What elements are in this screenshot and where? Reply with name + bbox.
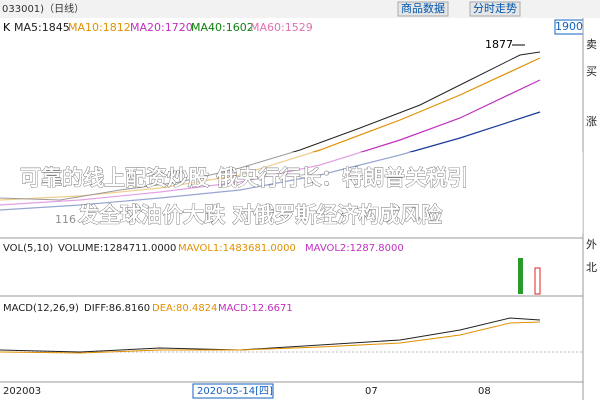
macd-value: MACD:12.6671: [218, 303, 293, 314]
side-label: 卖: [586, 38, 597, 51]
ma40: MA40:1602: [191, 21, 254, 34]
dea-line-decor: [0, 321, 541, 354]
x-label: 07: [365, 386, 378, 397]
headline-line: 发全球油价大跌 对俄罗斯经济构成风险: [77, 203, 443, 227]
side-label: 北: [586, 261, 597, 274]
x-label: 2020-05-14[四]: [197, 386, 273, 397]
k-label: K: [3, 21, 11, 34]
vol-value: VOLUME:1284711.0000: [58, 243, 176, 254]
tab[interactable]: [469, 1, 521, 17]
high-label: 1877: [485, 38, 513, 51]
x-label: 202003: [3, 386, 41, 397]
x-label: 08: [478, 386, 491, 397]
mavol2: MAVOL2:1287.8000: [305, 243, 404, 254]
ma10: MA10:1812: [68, 21, 131, 34]
side-label: 涨: [586, 115, 597, 128]
tab[interactable]: [397, 1, 449, 17]
date-box: [192, 383, 274, 399]
diff-line-decor: [0, 317, 541, 353]
mavol1: MAVOL1:1483681.0000: [178, 243, 296, 254]
code: 033001)（日线）: [2, 2, 84, 15]
price-box-label: 1900: [555, 20, 583, 33]
tab-label[interactable]: 商品数据: [401, 1, 445, 15]
ma60: MA60:1529: [250, 21, 313, 34]
volume-bar-decor: [518, 258, 523, 294]
side-label: 外: [586, 238, 597, 251]
side-label: 买: [586, 65, 597, 78]
macd-name: MACD(12,26,9): [3, 303, 79, 314]
ma5: MA5:1845: [14, 21, 70, 34]
dea: DEA:80.4824: [152, 303, 217, 314]
ma20: MA20:1720: [130, 21, 193, 34]
tab-label[interactable]: 分时走势: [473, 2, 517, 15]
top-bar: [0, 0, 600, 18]
diff: DIFF:86.8160: [84, 303, 150, 314]
volume-bar-decor: [534, 267, 541, 295]
vol-name: VOL(5,10): [3, 243, 53, 254]
headline-band: [0, 152, 583, 234]
headline-line: 可靠的线上配资炒股 俄央行行长：特朗普关税引: [20, 166, 468, 190]
